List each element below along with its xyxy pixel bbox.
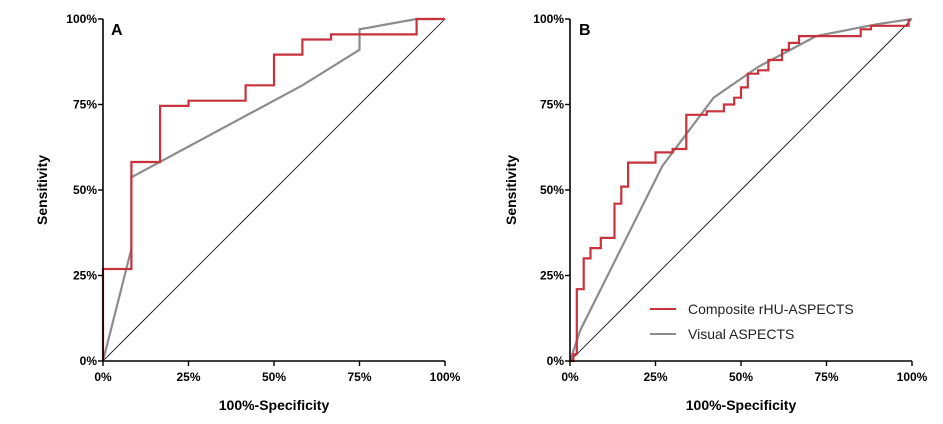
panel-a-x-tick-label: 0% — [94, 370, 112, 384]
panel-b-reference-diagonal — [569, 18, 913, 362]
panel-b: B 0% 25% 50% 75% 100% 0% 25% 50% 75% 100% 100%-S… — [503, 12, 928, 413]
panel-a-reference-diagonal — [102, 18, 446, 362]
panel-a-x-axis-label: 100%-Specificity — [219, 397, 330, 413]
panel-a-label: A — [111, 22, 123, 39]
panel-a-composite-roc-line — [101, 17, 445, 361]
panel-b-y-tick-label: 75% — [540, 98, 564, 112]
legend: Composite rHU-ASPECTS Visual ASPECTS — [650, 301, 854, 342]
panel-b-x-tick-label: 75% — [814, 370, 838, 384]
panel-a-y-tick-label: 25% — [73, 269, 97, 283]
panel-a-x-tick-label: 50% — [262, 370, 286, 384]
panel-a-x-tick-label: 25% — [176, 370, 200, 384]
legend-label-composite: Composite rHU-ASPECTS — [688, 301, 854, 317]
panel-a-x-tick-label: 75% — [347, 370, 371, 384]
panel-a-series — [101, 17, 446, 362]
panel-b-series — [568, 17, 913, 363]
panel-b-x-axis-label: 100%-Specificity — [686, 397, 797, 413]
panel-b-y-tick-label: 0% — [547, 354, 565, 368]
panel-a: A 0% 25% 50% 75% 100% 0% 25% 50% 75% 100% 100%-S… — [34, 12, 461, 413]
panel-b-x-ticks: 0% 25% 50% 75% 100% — [561, 361, 928, 384]
panel-a-y-tick-label: 50% — [73, 183, 97, 197]
panel-b-x-tick-label: 50% — [729, 370, 753, 384]
panel-a-y-tick-label: 100% — [66, 12, 97, 26]
panel-a-y-axis-label: Sensitivity — [34, 155, 50, 225]
panel-b-x-tick-label: 25% — [643, 370, 667, 384]
panel-a-y-tick-label: 0% — [80, 354, 98, 368]
panel-a-y-tick-label: 75% — [73, 98, 97, 112]
panel-b-x-tick-label: 0% — [561, 370, 579, 384]
panel-a-y-ticks: 0% 25% 50% 75% 100% — [66, 12, 103, 368]
panel-b-composite-roc-line — [570, 19, 910, 363]
panel-b-y-tick-label: 50% — [540, 183, 564, 197]
panel-b-y-ticks: 0% 25% 50% 75% 100% — [533, 12, 570, 368]
panel-a-x-ticks: 0% 25% 50% 75% 100% — [94, 361, 461, 384]
panel-a-x-tick-label: 100% — [430, 370, 461, 384]
panel-b-x-tick-label: 100% — [897, 370, 928, 384]
panel-b-y-axis-label: Sensitivity — [503, 155, 519, 225]
panel-b-y-tick-label: 25% — [540, 269, 564, 283]
panel-b-label: B — [579, 22, 591, 39]
panel-b-y-tick-label: 100% — [533, 12, 564, 26]
panel-b-visual-roc-line — [568, 17, 913, 362]
legend-label-visual: Visual ASPECTS — [688, 326, 794, 342]
